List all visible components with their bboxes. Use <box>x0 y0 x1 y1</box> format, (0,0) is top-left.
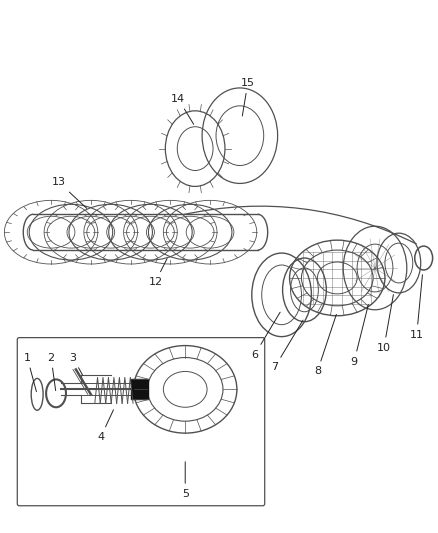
Text: 8: 8 <box>314 314 336 376</box>
Text: 7: 7 <box>271 320 303 373</box>
Text: 9: 9 <box>350 304 368 367</box>
Text: 12: 12 <box>148 259 167 287</box>
Text: 15: 15 <box>241 78 255 116</box>
Text: 2: 2 <box>47 352 56 391</box>
Text: 10: 10 <box>377 295 393 352</box>
Text: 11: 11 <box>410 274 424 340</box>
Text: 1: 1 <box>24 352 36 392</box>
Text: 13: 13 <box>52 177 87 208</box>
Text: 5: 5 <box>182 462 189 499</box>
Text: 4: 4 <box>97 410 113 442</box>
Text: 14: 14 <box>171 94 194 124</box>
Text: 3: 3 <box>70 352 82 375</box>
Text: 6: 6 <box>251 312 280 360</box>
